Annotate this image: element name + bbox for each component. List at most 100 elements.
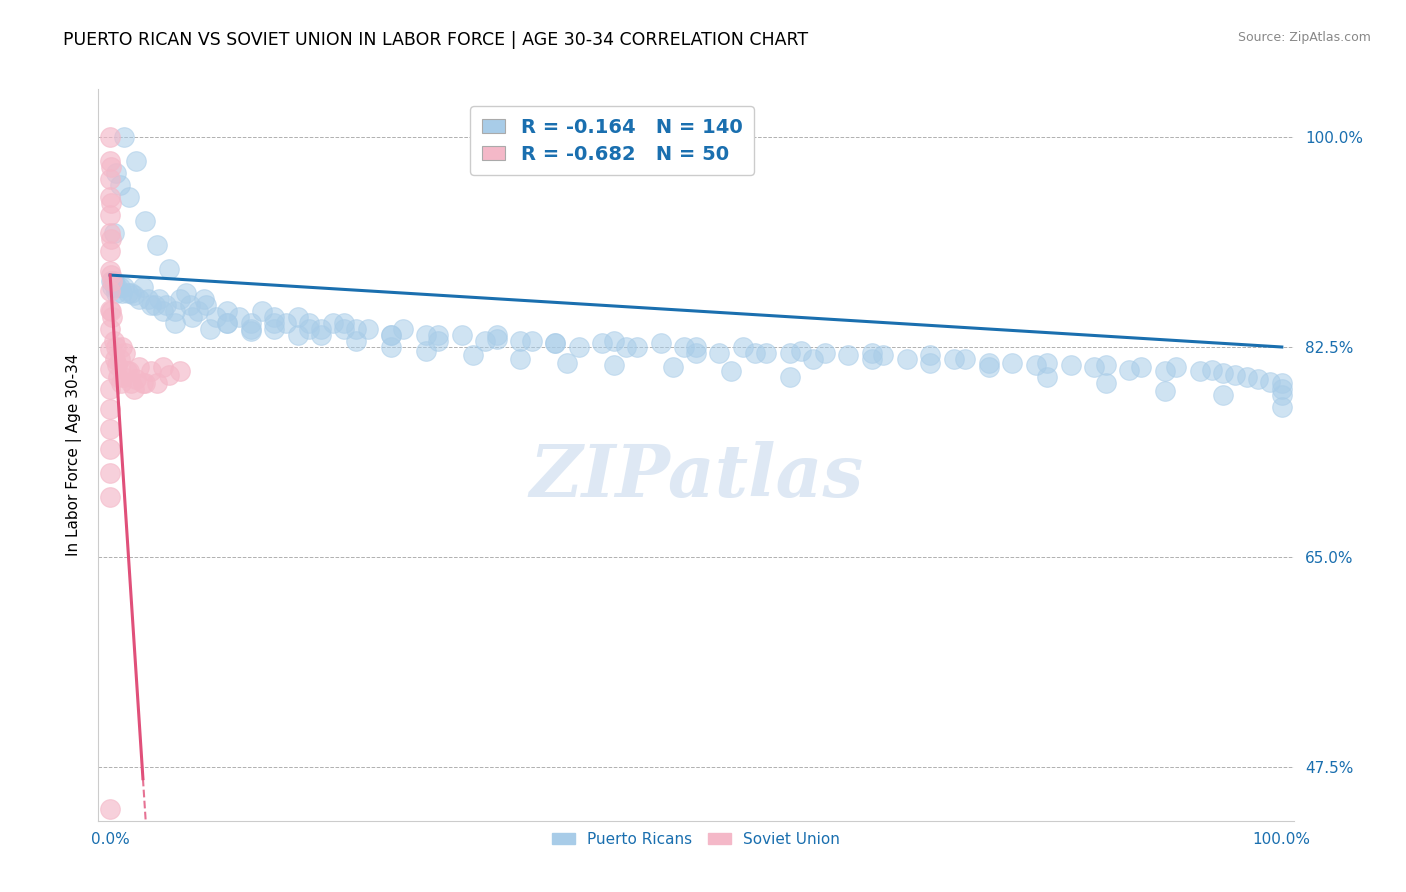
Point: [977, 360, 1000, 375]
Point: [920, 355, 942, 369]
Point: [120, 376, 142, 390]
Point: [626, 340, 648, 354]
Point: [673, 340, 696, 354]
Point: [1118, 363, 1140, 377]
Point: [98, 302, 121, 317]
Point: [1271, 400, 1294, 414]
Point: [1258, 375, 1281, 389]
Point: [157, 262, 180, 277]
Text: Source: ZipAtlas.com: Source: ZipAtlas.com: [1237, 31, 1371, 45]
Point: [98, 421, 121, 435]
Point: [591, 336, 613, 351]
Point: [485, 328, 508, 343]
Point: [427, 334, 450, 348]
Point: [661, 360, 683, 375]
Point: [344, 334, 367, 348]
Point: [100, 304, 122, 318]
Point: [118, 364, 141, 378]
Point: [860, 346, 883, 360]
Point: [977, 355, 1000, 369]
Point: [274, 316, 297, 330]
Point: [105, 280, 128, 294]
Point: [98, 284, 121, 298]
Point: [896, 351, 918, 366]
Point: [111, 286, 134, 301]
Point: [1212, 388, 1234, 402]
Point: [128, 360, 150, 375]
Point: [122, 382, 145, 396]
Point: [103, 274, 125, 288]
Point: [415, 328, 437, 343]
Point: [814, 346, 837, 360]
Point: [108, 178, 131, 193]
Point: [98, 343, 121, 357]
Y-axis label: In Labor Force | Age 30-34: In Labor Force | Age 30-34: [66, 353, 82, 557]
Point: [101, 310, 124, 324]
Point: [485, 332, 508, 346]
Point: [1223, 368, 1246, 382]
Point: [509, 351, 531, 366]
Point: [333, 316, 356, 330]
Point: [955, 351, 977, 366]
Point: [1060, 358, 1083, 372]
Point: [193, 292, 215, 306]
Point: [174, 286, 197, 301]
Point: [228, 310, 250, 324]
Point: [125, 372, 148, 386]
Point: [179, 298, 201, 312]
Point: [163, 316, 186, 330]
Point: [357, 322, 380, 336]
Point: [263, 316, 285, 330]
Point: [322, 316, 344, 330]
Point: [603, 334, 626, 348]
Point: [603, 358, 626, 372]
Point: [1083, 360, 1105, 375]
Point: [169, 364, 191, 378]
Text: PUERTO RICAN VS SOVIET UNION IN LABOR FORCE | AGE 30-34 CORRELATION CHART: PUERTO RICAN VS SOVIET UNION IN LABOR FO…: [63, 31, 808, 49]
Point: [98, 802, 121, 816]
Point: [520, 334, 543, 348]
Point: [1036, 370, 1059, 384]
Point: [100, 232, 122, 246]
Point: [1153, 364, 1175, 378]
Point: [101, 274, 124, 288]
Point: [415, 343, 437, 358]
Point: [155, 298, 177, 312]
Point: [132, 376, 155, 390]
Point: [112, 130, 135, 145]
Point: [107, 370, 129, 384]
Point: [685, 340, 707, 354]
Point: [108, 351, 131, 366]
Point: [204, 310, 226, 324]
Point: [100, 160, 122, 174]
Point: [125, 154, 148, 169]
Point: [1212, 367, 1234, 381]
Point: [134, 376, 156, 390]
Point: [1271, 382, 1294, 396]
Point: [860, 351, 883, 366]
Point: [98, 322, 121, 336]
Point: [111, 340, 134, 354]
Point: [463, 348, 485, 362]
Point: [187, 304, 209, 318]
Point: [118, 190, 141, 204]
Point: [169, 292, 191, 306]
Point: [115, 364, 138, 378]
Point: [263, 322, 285, 336]
Point: [98, 244, 121, 258]
Point: [105, 340, 128, 354]
Point: [837, 348, 859, 362]
Point: [474, 334, 496, 348]
Point: [112, 280, 135, 294]
Point: [252, 304, 274, 318]
Point: [100, 274, 122, 288]
Point: [181, 310, 204, 324]
Point: [148, 292, 170, 306]
Point: [104, 351, 127, 366]
Point: [1201, 363, 1223, 377]
Point: [509, 334, 531, 348]
Point: [1025, 358, 1047, 372]
Point: [755, 346, 778, 360]
Point: [117, 286, 139, 301]
Point: [298, 322, 321, 336]
